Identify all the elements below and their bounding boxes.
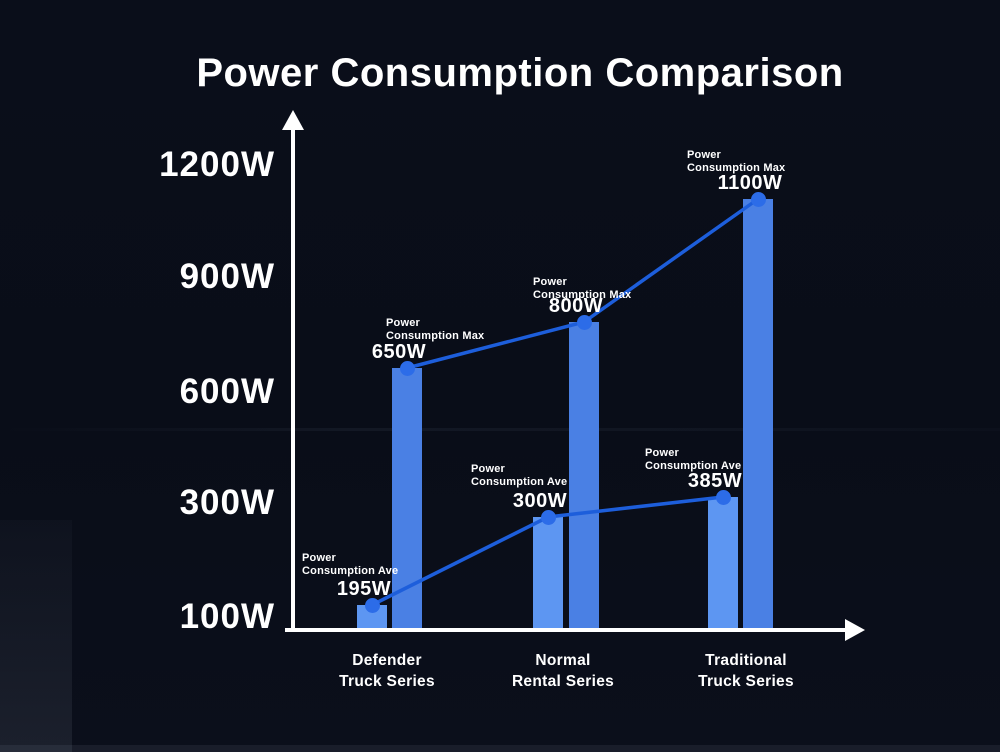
series-annotation: Power Consumption Ave	[645, 447, 742, 472]
bar-ave	[708, 497, 738, 630]
background-texture-left	[0, 520, 72, 752]
series-annotation: Power Consumption Ave	[471, 463, 568, 488]
y-axis-tick: 100W	[179, 597, 275, 636]
series-annotation: Power Consumption Max	[533, 276, 632, 301]
y-axis-tick: 600W	[179, 372, 275, 411]
y-axis-tick: 300W	[179, 483, 275, 522]
category-label: Traditional Truck Series	[698, 652, 794, 690]
y-axis-line	[291, 129, 295, 632]
value-label: 650W	[371, 341, 427, 363]
value-label: 300W	[512, 490, 568, 512]
series-annotation: Power Consumption Ave	[302, 552, 399, 577]
bar-max	[743, 199, 773, 630]
x-axis-line	[285, 628, 846, 632]
bar-max	[569, 322, 599, 630]
value-label: 195W	[336, 578, 392, 600]
y-axis-tick: 900W	[179, 257, 275, 296]
data-point-dot	[540, 509, 556, 525]
background-texture-bottom	[0, 745, 1000, 752]
data-point-dot	[364, 597, 380, 613]
series-annotation: Power Consumption Max	[386, 317, 485, 342]
value-label: 800W	[548, 295, 604, 317]
value-label: 385W	[687, 470, 743, 492]
data-point-dot	[715, 489, 731, 505]
y-axis-arrow-icon	[282, 110, 304, 130]
category-label: Normal Rental Series	[511, 652, 615, 690]
data-point-dot	[576, 314, 592, 330]
background-texture-band	[0, 428, 1000, 431]
x-axis-arrow-icon	[845, 619, 865, 641]
data-point-dot	[750, 191, 766, 207]
chart-title: Power Consumption Comparison	[196, 50, 844, 95]
series-annotation: Power Consumption Max	[687, 149, 786, 174]
data-point-dot	[399, 360, 415, 376]
value-label: 1100W	[717, 172, 783, 194]
bar-ave	[533, 517, 563, 630]
y-axis-tick: 1200W	[159, 145, 275, 184]
category-label: Defender Truck Series	[339, 652, 435, 690]
